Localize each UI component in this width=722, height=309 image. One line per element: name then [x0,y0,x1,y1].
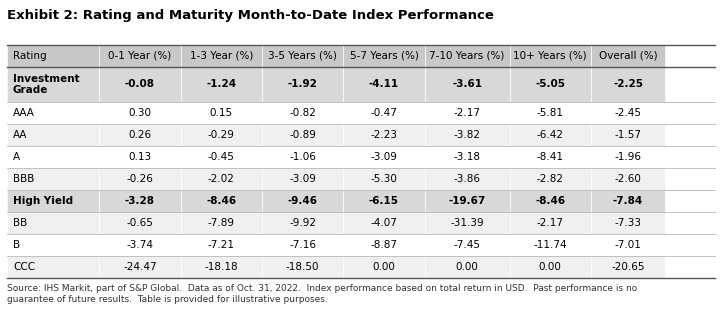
Text: -7.45: -7.45 [453,240,481,250]
Text: -5.05: -5.05 [535,79,565,89]
Text: -7.33: -7.33 [614,218,642,228]
Text: -1.92: -1.92 [287,79,318,89]
Text: -1.57: -1.57 [614,130,642,140]
Text: -7.21: -7.21 [208,240,235,250]
Text: CCC: CCC [13,262,35,272]
Text: -2.17: -2.17 [536,218,564,228]
Text: -3.09: -3.09 [290,174,316,184]
Text: Exhibit 2: Rating and Maturity Month-to-Date Index Performance: Exhibit 2: Rating and Maturity Month-to-… [7,9,494,22]
Text: -0.65: -0.65 [126,218,153,228]
Text: -9.92: -9.92 [289,218,316,228]
Text: -7.89: -7.89 [208,218,235,228]
Text: -8.41: -8.41 [536,152,564,162]
Text: -5.81: -5.81 [536,108,564,118]
Text: 7-10 Years (%): 7-10 Years (%) [430,51,505,61]
Text: 0.00: 0.00 [456,262,479,272]
Text: -31.39: -31.39 [451,218,484,228]
Text: -3.28: -3.28 [125,196,155,206]
Text: -6.42: -6.42 [536,130,564,140]
Text: -3.74: -3.74 [126,240,153,250]
Text: B: B [13,240,20,250]
Text: -3.82: -3.82 [453,130,481,140]
Text: -1.24: -1.24 [206,79,236,89]
Text: -2.25: -2.25 [613,79,643,89]
Text: -6.15: -6.15 [369,196,399,206]
Text: High Yield: High Yield [13,196,73,206]
Text: BB: BB [13,218,27,228]
Text: 0.15: 0.15 [209,108,232,118]
Text: -4.11: -4.11 [369,79,399,89]
Text: -18.18: -18.18 [204,262,238,272]
Text: -9.46: -9.46 [287,196,318,206]
Text: -2.45: -2.45 [614,108,642,118]
Text: -7.84: -7.84 [613,196,643,206]
Text: AAA: AAA [13,108,35,118]
Text: AA: AA [13,130,27,140]
Text: Source: IHS Markit, part of S&P Global.  Data as of Oct. 31, 2022.  Index perfor: Source: IHS Markit, part of S&P Global. … [7,284,638,304]
Text: 10+ Years (%): 10+ Years (%) [513,51,587,61]
Text: Rating: Rating [13,51,47,61]
Text: Overall (%): Overall (%) [599,51,658,61]
Text: -2.60: -2.60 [614,174,642,184]
Text: -0.89: -0.89 [290,130,316,140]
Text: -2.82: -2.82 [536,174,564,184]
Text: -5.30: -5.30 [370,174,397,184]
Text: 1-3 Year (%): 1-3 Year (%) [190,51,253,61]
Text: 0.26: 0.26 [129,130,152,140]
Text: BBB: BBB [13,174,35,184]
Text: -11.74: -11.74 [534,240,567,250]
Text: -19.67: -19.67 [448,196,486,206]
Text: A: A [13,152,20,162]
Text: -1.06: -1.06 [290,152,316,162]
Text: -8.87: -8.87 [370,240,398,250]
Text: -20.65: -20.65 [612,262,645,272]
Text: -0.45: -0.45 [208,152,235,162]
Text: -3.18: -3.18 [453,152,481,162]
Text: 0.00: 0.00 [373,262,396,272]
Text: -2.02: -2.02 [208,174,235,184]
Text: -24.47: -24.47 [123,262,157,272]
Text: -8.46: -8.46 [535,196,565,206]
Text: -0.26: -0.26 [126,174,153,184]
Text: 0.00: 0.00 [539,262,562,272]
Text: -1.96: -1.96 [614,152,642,162]
Text: -4.07: -4.07 [370,218,397,228]
Text: Investment
Grade: Investment Grade [13,74,79,95]
Text: -3.09: -3.09 [370,152,397,162]
Text: -0.47: -0.47 [370,108,397,118]
Text: -7.01: -7.01 [614,240,642,250]
Text: -0.82: -0.82 [290,108,316,118]
Text: 0-1 Year (%): 0-1 Year (%) [108,51,172,61]
Text: 3-5 Years (%): 3-5 Years (%) [268,51,337,61]
Text: -3.61: -3.61 [452,79,482,89]
Text: 5-7 Years (%): 5-7 Years (%) [349,51,419,61]
Text: -8.46: -8.46 [206,196,236,206]
Text: -2.23: -2.23 [370,130,398,140]
Text: -18.50: -18.50 [286,262,319,272]
Text: -0.08: -0.08 [125,79,155,89]
Text: 0.30: 0.30 [129,108,152,118]
Text: -2.17: -2.17 [453,108,481,118]
Text: 0.13: 0.13 [129,152,152,162]
Text: -0.29: -0.29 [208,130,235,140]
Text: -7.16: -7.16 [289,240,316,250]
Text: -3.86: -3.86 [453,174,481,184]
